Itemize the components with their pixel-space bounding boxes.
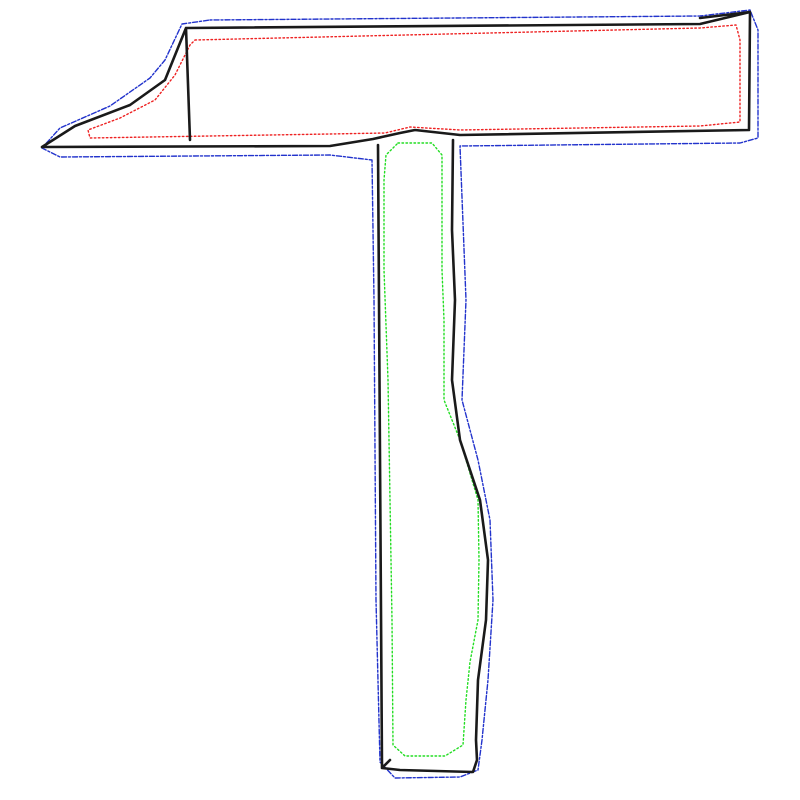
outer-contour [41,9,759,779]
hammer-head-outline [40,10,752,149]
head-inner-contour [87,24,741,139]
hammer-handle-outline [376,138,490,774]
handle-inner-contour [383,142,480,757]
